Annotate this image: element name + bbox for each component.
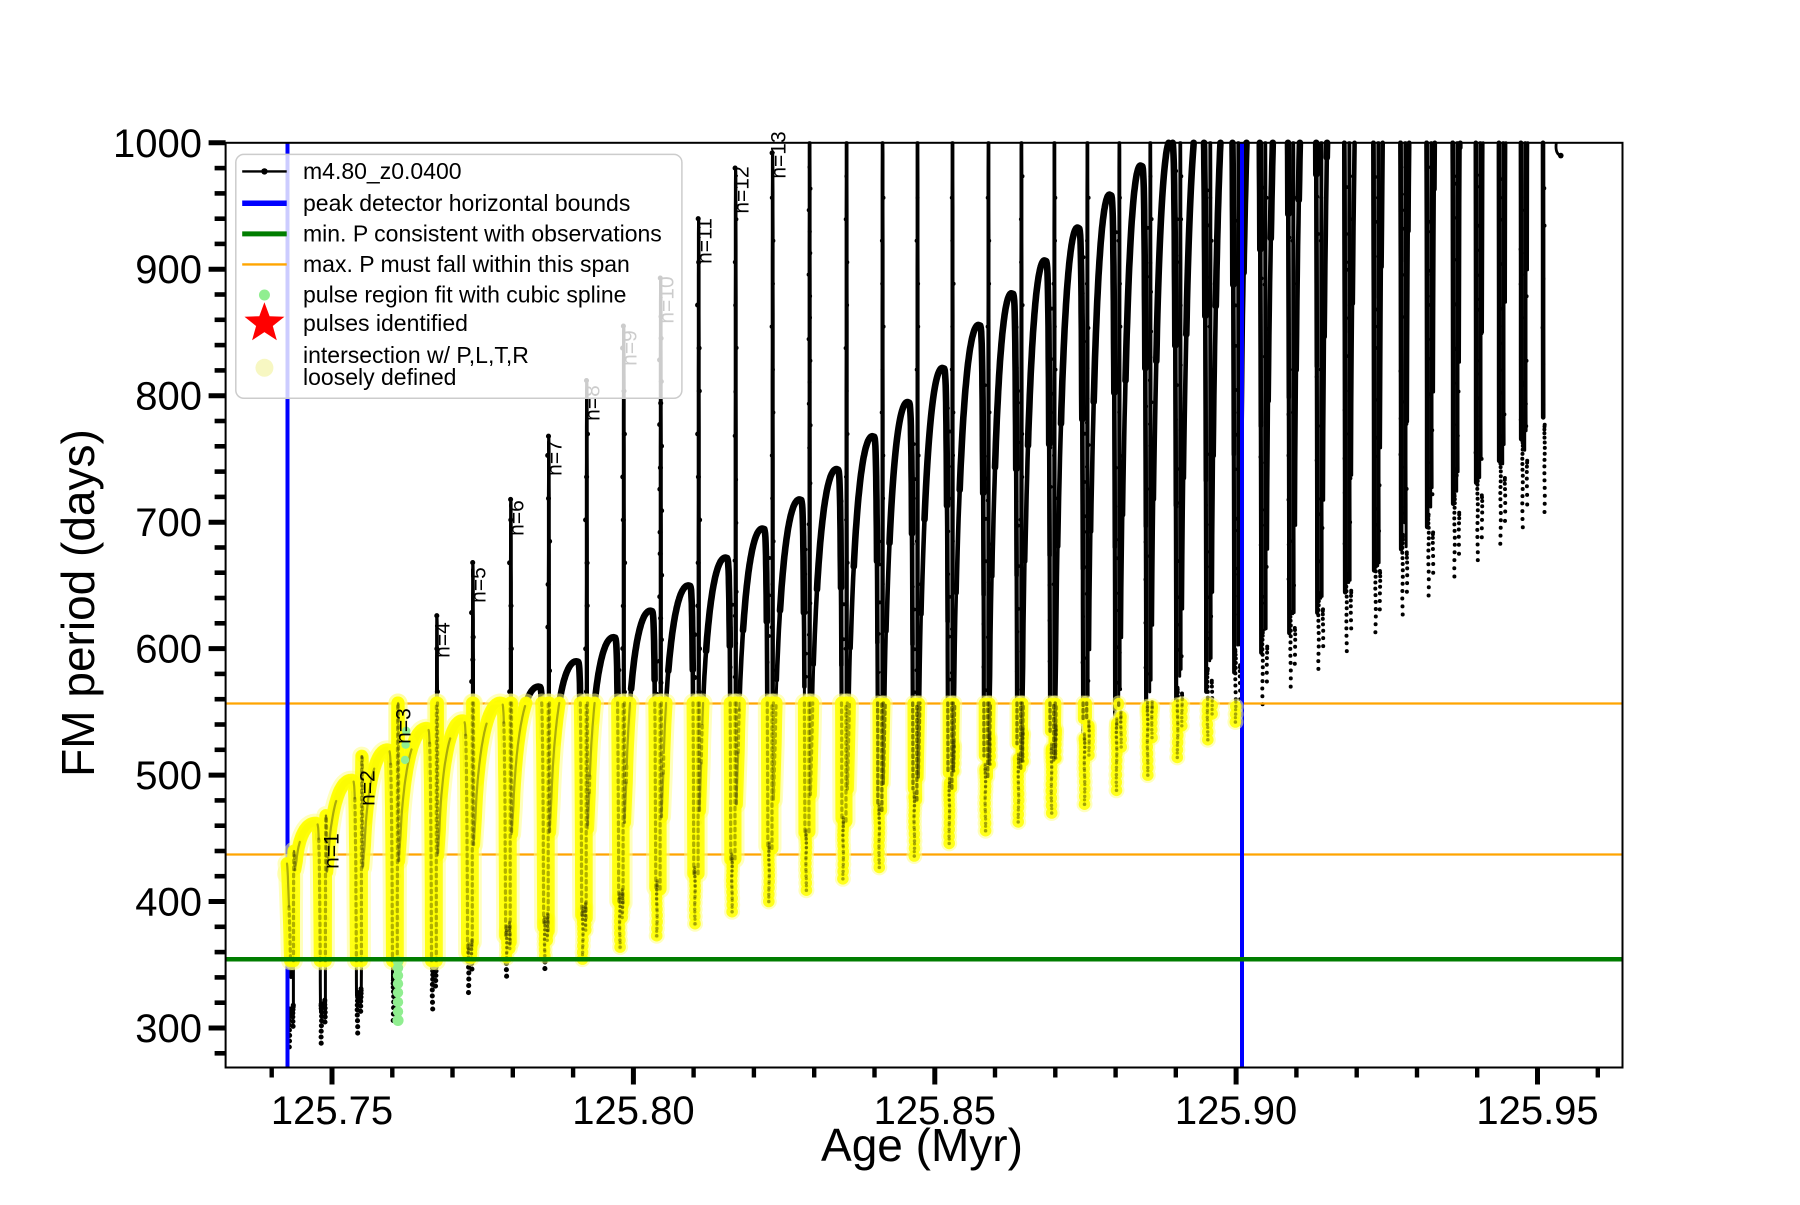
svg-text:300: 300 [135, 1007, 202, 1051]
svg-text:n=4: n=4 [432, 622, 455, 658]
svg-text:min. P consistent with observa: min. P consistent with observations [303, 220, 662, 246]
svg-text:Age (Myr): Age (Myr) [821, 1119, 1023, 1171]
svg-text:pulses identified: pulses identified [303, 310, 468, 336]
svg-text:900: 900 [135, 248, 202, 292]
svg-text:pulse region fit with cubic sp: pulse region fit with cubic spline [303, 282, 626, 308]
svg-text:n=12: n=12 [731, 166, 754, 213]
svg-text:400: 400 [135, 881, 202, 925]
svg-text:n=1: n=1 [321, 833, 344, 869]
svg-text:max. P must fall within this s: max. P must fall within this span [303, 251, 630, 277]
svg-text:n=5: n=5 [468, 567, 491, 603]
svg-text:n=11: n=11 [694, 218, 717, 264]
svg-text:n=3: n=3 [393, 708, 416, 744]
svg-text:600: 600 [135, 628, 202, 672]
svg-text:FM period (days): FM period (days) [52, 429, 104, 777]
svg-text:1000: 1000 [113, 122, 202, 166]
svg-text:n=6: n=6 [506, 500, 529, 536]
svg-text:125.80: 125.80 [572, 1089, 694, 1133]
svg-text:n=13: n=13 [768, 131, 791, 178]
svg-text:800: 800 [135, 375, 202, 419]
svg-text:500: 500 [135, 754, 202, 798]
svg-text:125.85: 125.85 [874, 1089, 996, 1133]
svg-text:n=7: n=7 [544, 440, 567, 476]
svg-text:125.90: 125.90 [1175, 1089, 1297, 1133]
svg-text:peak detector horizontal bound: peak detector horizontal bounds [303, 190, 630, 216]
svg-text:125.75: 125.75 [271, 1089, 393, 1133]
svg-text:intersection w/ P,L,T,R: intersection w/ P,L,T,R [303, 342, 529, 368]
svg-text:loosely defined: loosely defined [303, 364, 456, 390]
svg-text:m4.80_z0.0400: m4.80_z0.0400 [303, 158, 462, 184]
svg-text:700: 700 [135, 501, 202, 545]
svg-text:125.95: 125.95 [1476, 1089, 1598, 1133]
svg-text:n=2: n=2 [357, 770, 380, 806]
